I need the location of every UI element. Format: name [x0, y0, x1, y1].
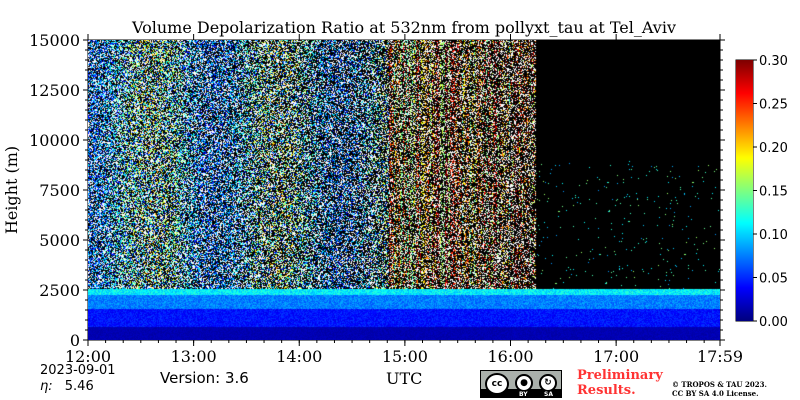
x-tick-label-5: 17:00 — [593, 347, 639, 366]
date-label: 2023-09-01 — [40, 363, 116, 378]
eta-value: 5.46 — [64, 379, 94, 394]
y-ticks: 0 2500 5000 7500 10000 12500 15000 — [29, 31, 725, 350]
colorbar-tick-label-5: 0.25 — [759, 98, 788, 113]
copyright-line-2: CC BY SA 4.0 License. — [672, 389, 759, 398]
colorbar-tick-label-3: 0.15 — [759, 185, 788, 200]
y-axis-label: Height (m) — [2, 146, 21, 234]
y-tick-label-6: 15000 — [29, 31, 80, 50]
preliminary-line-1: Preliminary — [577, 368, 663, 383]
sa-icon: ↻ — [539, 374, 557, 392]
copyright-note: © TROPOS & TAU 2023. CC BY SA 4.0 Licens… — [672, 380, 767, 398]
colorbar-tick-label-2: 0.10 — [759, 228, 788, 243]
y-tick-label-2: 5000 — [39, 231, 80, 250]
y-tick-label-0: 0 — [70, 331, 80, 350]
y-tick-label-1: 2500 — [39, 281, 80, 300]
cc-strip — [481, 389, 561, 397]
cc-by-label: BY — [519, 391, 528, 398]
chart-title: Volume Depolarization Ratio at 532nm fro… — [131, 18, 676, 37]
eta-symbol: η: — [40, 379, 53, 394]
depolarization-heatmap — [88, 40, 720, 340]
x-tick-label-2: 14:00 — [276, 347, 322, 366]
cc-logo-icon: cc — [485, 373, 509, 395]
colorbar-tick-label-0: 0.00 — [759, 315, 788, 330]
cc-sa-label: SA — [544, 391, 553, 398]
x-tick-label-3: 15:00 — [382, 347, 428, 366]
preliminary-note: Preliminary Results. — [577, 368, 663, 398]
y-tick-label-4: 10000 — [29, 131, 80, 150]
by-icon: ● — [515, 374, 533, 392]
x-tick-label-1: 13:00 — [171, 347, 217, 366]
preliminary-line-2: Results. — [577, 383, 636, 398]
version-label: Version: 3.6 — [160, 369, 249, 387]
copyright-line-1: © TROPOS & TAU 2023. — [672, 380, 767, 389]
cc-license-badge: cc ● ↻ BY SA — [480, 370, 562, 398]
colorbar-tick-label-6: 0.30 — [759, 54, 788, 69]
colorbar — [736, 60, 753, 321]
colorbar-ticks: 0.00 0.05 0.10 0.15 0.20 0.25 0.30 — [753, 54, 788, 330]
colorbar-tick-label-4: 0.20 — [759, 141, 788, 156]
x-tick-label-6: 17:59 — [697, 347, 743, 366]
y-tick-label-3: 7500 — [39, 181, 80, 200]
y-tick-label-5: 12500 — [29, 81, 80, 100]
eta-label: η: 5.46 — [40, 379, 94, 394]
x-tick-label-4: 16:00 — [487, 347, 533, 366]
colorbar-tick-label-1: 0.05 — [759, 272, 788, 287]
x-axis-label: UTC — [386, 369, 423, 388]
x-ticks: 12:00 13:00 14:00 15:00 16:00 17:00 17:59 — [65, 34, 743, 366]
x-tick-label-0: 12:00 — [65, 347, 111, 366]
